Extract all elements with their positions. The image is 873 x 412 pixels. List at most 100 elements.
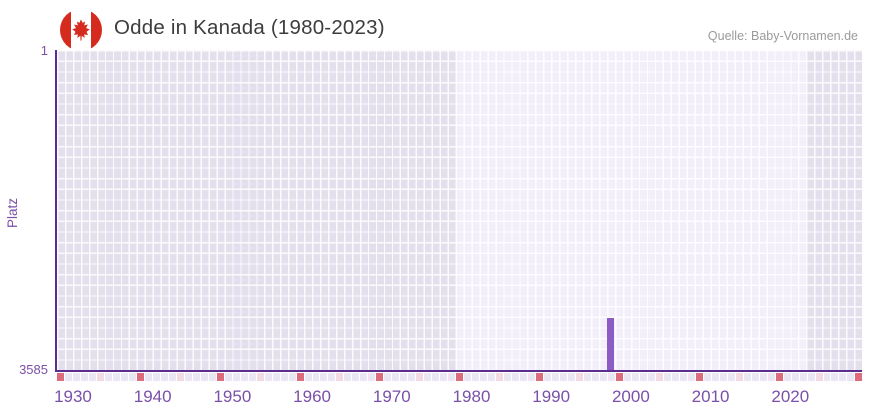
tick-square-2021 [783,373,791,381]
y-axis-tick-top: 1 [40,43,48,58]
tick-square-1943 [160,373,168,381]
tick-square-1962 [312,373,320,381]
tick-square-2018 [759,373,767,381]
tick-square-2015 [735,373,743,381]
flag-red-band-right [90,9,102,51]
tick-square-2006 [663,373,671,381]
tick-square-1977 [432,373,440,381]
tick-square-1956 [264,373,272,381]
tick-square-1989 [528,373,536,381]
tick-square-1936 [104,373,112,381]
tick-square-1971 [384,373,392,381]
tick-square-1976 [424,373,432,381]
x-axis-tick-strip [57,373,863,381]
tick-square-1952 [232,373,240,381]
x-axis-label-2000: 2000 [611,387,650,406]
tick-square-1941 [144,373,152,381]
y-axis-line [55,50,57,372]
x-axis-label-2020: 2020 [771,387,810,406]
x-axis-label-1970: 1970 [372,387,411,406]
tick-square-1942 [152,373,160,381]
bar-odde-1999[interactable] [607,317,615,370]
x-axis-line [55,370,862,372]
tick-square-1947 [192,373,200,381]
tick-square-1946 [184,373,192,381]
tick-square-2009 [687,373,695,381]
tick-square-1948 [200,373,208,381]
tick-square-1996 [583,373,591,381]
tick-square-1997 [591,373,599,381]
tick-square-1965 [336,373,344,381]
tick-square-1969 [368,373,376,381]
tick-square-2012 [711,373,719,381]
tick-square-1958 [280,373,288,381]
tick-square-1970 [376,373,384,381]
tick-square-2014 [727,373,735,381]
tick-square-1987 [512,373,520,381]
tick-square-2020 [775,373,783,381]
tick-square-1954 [248,373,256,381]
tick-square-2019 [767,373,775,381]
tick-square-2010 [695,373,703,381]
tick-square-2017 [751,373,759,381]
tick-square-2003 [639,373,647,381]
source-attribution: Quelle: Baby-Vornamen.de [707,29,858,43]
tick-square-2011 [703,373,711,381]
x-axis-label-1980: 1980 [452,387,491,406]
tick-square-2005 [655,373,663,381]
tick-square-2029 [847,373,855,381]
tick-square-1955 [256,373,264,381]
tick-square-1982 [472,373,480,381]
grid-lines [57,50,862,370]
page-title: Odde in Kanada (1980-2023) [114,16,385,39]
maple-leaf-icon [72,19,90,41]
tick-square-2001 [623,373,631,381]
tick-square-1991 [544,373,552,381]
tick-square-1990 [536,373,544,381]
tick-square-1967 [352,373,360,381]
tick-square-1974 [408,373,416,381]
tick-square-2027 [831,373,839,381]
tick-square-1983 [480,373,488,381]
tick-square-1937 [112,373,120,381]
x-axis-label-1950: 1950 [213,387,252,406]
tick-square-1994 [568,373,575,381]
tick-square-1981 [464,373,472,381]
x-axis-label-1990: 1990 [532,387,571,406]
tick-square-1949 [208,373,216,381]
x-axis-label-1940: 1940 [133,387,172,406]
tick-square-2025 [815,373,823,381]
tick-square-1975 [416,373,424,381]
tick-square-2028 [839,373,847,381]
tick-square-2026 [823,373,831,381]
tick-square-1980 [456,373,464,381]
tick-square-2024 [807,373,815,381]
x-axis-label-1960: 1960 [293,387,332,406]
tick-square-1995 [575,373,583,381]
y-axis-title: Platz [5,198,20,229]
tick-square-1998 [599,373,607,381]
tick-square-1986 [504,373,512,381]
tick-square-1950 [216,373,224,381]
x-axis-label-2010: 2010 [691,387,730,406]
tick-square-1973 [400,373,408,381]
tick-square-1940 [136,373,144,381]
tick-square-2030 [855,373,863,381]
flag-red-band-left [60,9,72,51]
tick-square-2002 [631,373,639,381]
tick-square-1953 [240,373,248,381]
tick-square-1951 [224,373,232,381]
tick-square-1944 [168,373,176,381]
tick-square-1963 [320,373,328,381]
tick-square-2008 [679,373,687,381]
tick-square-1959 [288,373,296,381]
tick-square-2004 [647,373,655,381]
tick-square-1934 [88,373,96,381]
tick-square-1960 [296,373,304,381]
tick-square-1961 [304,373,312,381]
tick-square-1985 [496,373,504,381]
tick-square-1964 [328,373,336,381]
tick-square-2016 [743,373,751,381]
tick-square-2023 [799,373,807,381]
